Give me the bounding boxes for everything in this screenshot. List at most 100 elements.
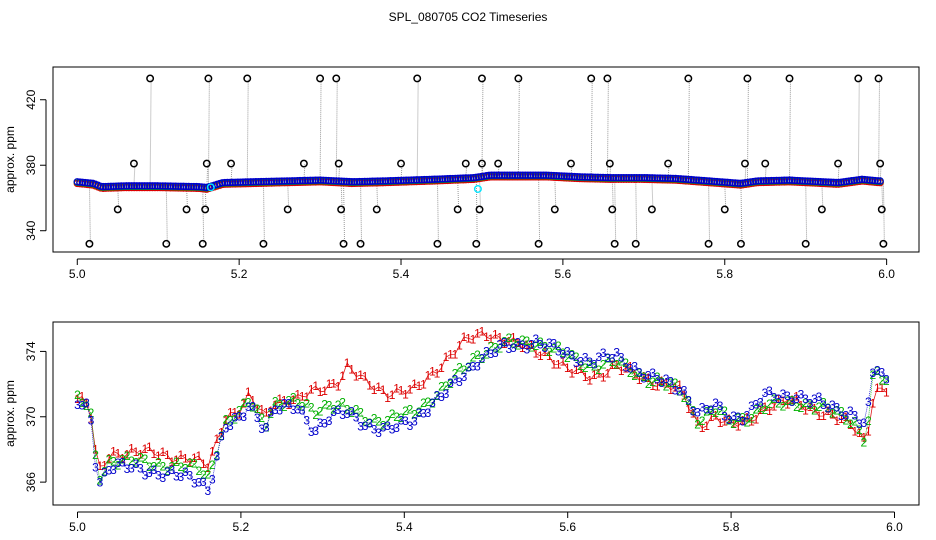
- series-3-marker: [785, 176, 794, 184]
- series-1-point: 1: [532, 346, 539, 360]
- series-2-point: 2: [272, 394, 279, 408]
- series-1-point: 1: [771, 400, 778, 414]
- series-2-point: 2: [488, 340, 495, 354]
- series-3-marker: [446, 174, 454, 183]
- series-3-point: 3: [133, 457, 140, 471]
- series-3-point: 3: [272, 403, 279, 417]
- series-3-marker: [775, 176, 783, 185]
- series-3-marker: [228, 178, 237, 187]
- series-1-point: 1: [326, 377, 333, 391]
- outlier-marker: [834, 159, 843, 168]
- series-3-marker: [283, 177, 291, 185]
- series-1-point: 1: [272, 398, 279, 412]
- series-3-marker: [627, 173, 636, 182]
- series-3-point: 3: [290, 403, 297, 417]
- series-2-point: 2: [694, 418, 701, 432]
- series-2-point: 2: [231, 412, 238, 426]
- series-3-point: 3: [838, 409, 845, 423]
- series-3-point: 3: [398, 414, 405, 428]
- series-3-marker: [361, 177, 369, 186]
- series-1-point: 1: [452, 347, 459, 361]
- series-1-point: 1: [474, 326, 481, 340]
- series-1-point: 1: [303, 390, 310, 404]
- series-3-point: 3: [537, 338, 544, 352]
- series-3-marker: [687, 175, 695, 184]
- series-3-point: 3: [169, 463, 176, 477]
- series-3-marker: [801, 177, 809, 185]
- series-3-marker: [130, 182, 138, 190]
- series-2-point: 2: [586, 357, 593, 371]
- series-1-point: 1: [528, 338, 535, 352]
- series-3-marker: [405, 176, 413, 184]
- outlier-marker: [453, 205, 462, 214]
- series-3-point: 3: [483, 345, 490, 359]
- series-3-marker: [381, 177, 390, 185]
- series-2-point: 2: [88, 406, 95, 420]
- series-3-marker: [135, 182, 144, 190]
- series-1-point: 1: [267, 404, 274, 418]
- series-3-point: 3: [681, 384, 688, 398]
- series-3-marker: [249, 178, 258, 186]
- series-2-point: 2: [263, 421, 270, 435]
- series-3-point: 3: [124, 462, 131, 476]
- series-3-point: 3: [802, 392, 809, 406]
- series-3-marker: [156, 182, 164, 190]
- series-2-point: 2: [195, 464, 202, 478]
- series-1-point: 1: [218, 425, 225, 439]
- series-2-point: 2: [861, 436, 868, 450]
- series-3-point: 3: [600, 346, 607, 360]
- series-2-point: 2: [825, 401, 832, 415]
- series-3-marker: [749, 177, 757, 186]
- series-1-point: 1: [97, 459, 104, 473]
- series-1-point: 1: [492, 328, 499, 342]
- series-1-point: 1: [371, 383, 378, 397]
- series-2-point: 2: [169, 459, 176, 473]
- series-3-point: 3: [753, 398, 760, 412]
- series-1-point: 1: [317, 385, 324, 399]
- series-3-point: 3: [798, 388, 805, 402]
- series-3-marker: [620, 173, 628, 182]
- outlier-marker: [684, 74, 693, 83]
- series-2-point: 2: [784, 394, 791, 408]
- series-1-point: 1: [627, 360, 634, 374]
- series-2-point: 2: [115, 458, 122, 472]
- figure-title: SPL_080705 CO2 Timeseries: [388, 10, 548, 24]
- series-3-marker: [127, 182, 136, 190]
- outlier-marker: [227, 159, 236, 168]
- series-1-point: 1: [420, 378, 427, 392]
- series-2-point: 2: [807, 398, 814, 412]
- series-1-point: 1: [685, 402, 692, 416]
- series-2-point: 2: [595, 363, 602, 377]
- series-2-point: 2: [83, 399, 90, 413]
- series-1-point: 1: [672, 380, 679, 394]
- series-3-marker: [754, 177, 763, 185]
- series-2-point: 2: [685, 394, 692, 408]
- series-3-point: 3: [178, 470, 185, 484]
- series-3-point: 3: [160, 471, 167, 485]
- series-3-point: 3: [366, 417, 373, 431]
- series-2-point: 2: [771, 392, 778, 406]
- series-1-point: 1: [456, 338, 463, 352]
- series-2-point: 2: [690, 403, 697, 417]
- series-3-marker: [223, 178, 232, 187]
- top-panel: 5.0 5.2 5.4 5.6 5.8 6.0 340 380 420 approx. ppm: [3, 66, 920, 281]
- plot-frame: [52, 66, 920, 253]
- series-2-point: 2: [285, 394, 292, 408]
- series-1-point: 1: [74, 392, 81, 406]
- series-3-marker: [293, 177, 302, 185]
- series-2-point: 2: [577, 359, 584, 373]
- series-3-point: 3: [528, 338, 535, 352]
- plot-frame: [52, 321, 920, 506]
- series-3-marker: [529, 171, 537, 179]
- series-3-point: 3: [690, 404, 697, 418]
- series-3-point: 3: [820, 398, 827, 412]
- outlier-connector: [246, 78, 249, 183]
- series-1-point: 1: [645, 371, 652, 385]
- series-2-point: 2: [843, 414, 850, 428]
- outlier-marker: [332, 74, 341, 83]
- series-3-point: 3: [245, 400, 252, 414]
- series-3-point: 3: [793, 392, 800, 406]
- outlier-marker: [472, 239, 481, 248]
- series-3-marker: [669, 174, 677, 183]
- series-3-point: 3: [658, 376, 665, 390]
